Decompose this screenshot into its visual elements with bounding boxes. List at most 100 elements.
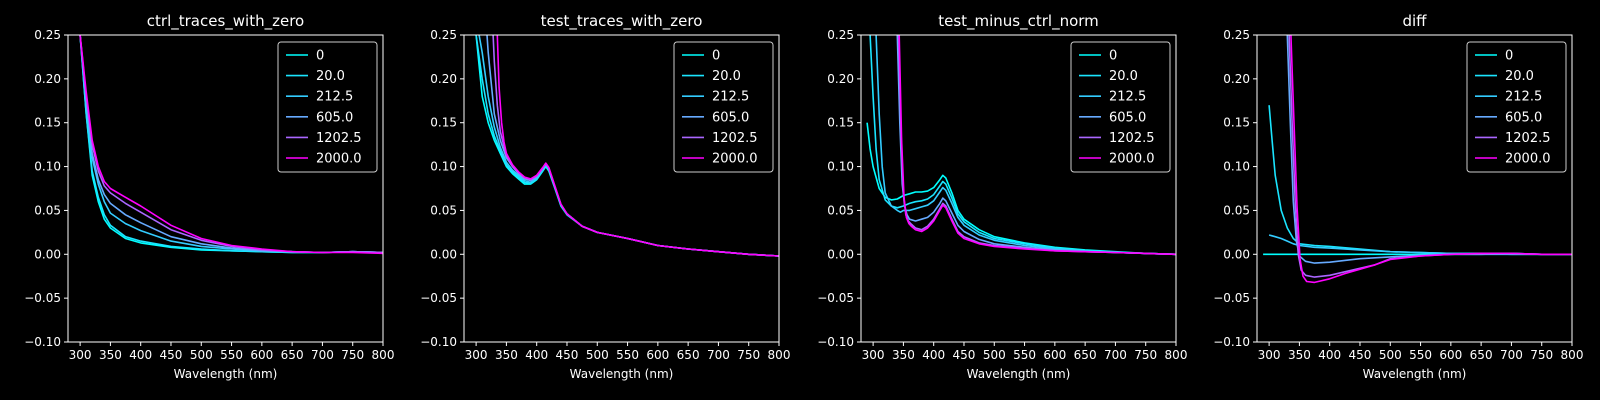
x-tick-label: 600 [646,348,669,362]
series-line-20.0 [869,35,1176,256]
y-tick-label: 0.10 [1223,160,1250,174]
y-tick-label: −0.05 [420,291,457,305]
legend-label: 20.0 [1109,69,1138,84]
x-tick-label: 350 [1288,348,1311,362]
y-tick-label: 0.05 [1223,203,1250,217]
y-tick-label: −0.10 [24,335,61,349]
y-tick-label: 0.20 [34,72,61,86]
chart-title: test_minus_ctrl_norm [938,12,1099,31]
y-tick-label: −0.10 [1213,335,1250,349]
x-tick-label: 600 [250,348,273,362]
series-line-2000.0 [1290,35,1572,284]
x-tick-label: 500 [586,348,609,362]
chart-panel-3: 300 350 400 450 500 550 600 650 700 750 800 −0.10 −0… [817,12,1187,381]
y-tick-label: 0.10 [34,160,61,174]
y-tick-label: 0.25 [34,28,61,42]
legend-label: 605.0 [316,110,353,125]
legend-label: 212.5 [1505,90,1542,105]
legend-box [277,41,378,173]
x-tick-label: 750 [737,348,760,362]
x-tick-label: 350 [892,348,915,362]
y-tick-label: 0.00 [1223,247,1250,261]
chart-title: diff [1402,12,1427,30]
chart-title: ctrl_traces_with_zero [147,12,304,31]
y-tick-label: 0.00 [827,247,854,261]
series-group [866,35,1176,256]
x-tick-label: 700 [1104,348,1127,362]
x-tick-label: 400 [525,348,548,362]
series-line-212.5 [875,35,1176,256]
legend-label: 212.5 [316,90,353,105]
x-tick-label: 450 [1349,348,1372,362]
y-tick-label: 0.20 [430,72,457,86]
legend-label: 2000.0 [1505,152,1551,167]
x-tick-label: 750 [341,348,364,362]
x-tick-label: 600 [1043,348,1066,362]
y-tick-label: 0.25 [430,28,457,42]
legend: 0 20.0 212.5 605.0 1202.5 2000.0 [1070,41,1171,173]
y-tick-label: 0.10 [827,160,854,174]
series-line-2000.0 [496,35,779,257]
legend-box [1466,41,1567,173]
x-tick-label: 650 [1470,348,1493,362]
x-tick-label: 750 [1134,348,1157,362]
legend-box [1070,41,1171,173]
y-tick-label: 0.25 [827,28,854,42]
x-tick-label: 400 [922,348,945,362]
legend-label: 1202.5 [712,131,758,146]
series-group [475,35,779,257]
y-tick-label: 0.00 [430,247,457,261]
legend: 0 20.0 212.5 605.0 1202.5 2000.0 [1466,41,1567,173]
x-tick-label: 400 [1318,348,1341,362]
legend-label: 605.0 [712,110,749,125]
x-tick-label: 700 [311,348,334,362]
x-tick-label: 300 [465,348,488,362]
y-tick-label: 0.15 [34,116,61,130]
series-group [1263,35,1572,284]
legend-label: 0 [1109,49,1117,64]
x-tick-label: 650 [281,348,304,362]
chart-panel-4: 300 350 400 450 500 550 600 650 700 750 800 −0.10 −0… [1213,12,1583,381]
legend-label: 1202.5 [1505,131,1551,146]
legend-label: 1202.5 [316,131,362,146]
x-tick-label: 500 [1379,348,1402,362]
y-tick-label: 0.15 [827,116,854,130]
legend-label: 2000.0 [316,152,362,167]
x-tick-label: 650 [677,348,700,362]
x-tick-label: 350 [495,348,518,362]
x-tick-label: 800 [768,348,791,362]
y-tick-label: −0.05 [817,291,854,305]
legend: 0 20.0 212.5 605.0 1202.5 2000.0 [277,41,378,173]
legend-box [673,41,774,173]
series-line-2000.0 [79,35,383,255]
x-tick-label: 300 [862,348,885,362]
x-tick-label: 400 [129,348,152,362]
axes-frame [860,34,1177,343]
legend-label: 20.0 [316,69,345,84]
y-tick-label: 0.15 [430,116,457,130]
x-tick-label: 550 [616,348,639,362]
x-tick-label: 300 [69,348,92,362]
x-tick-label: 300 [1258,348,1281,362]
chart-panel-2: 300 350 400 450 500 550 600 650 700 750 800 −0.10 −0… [420,12,790,381]
x-tick-label: 450 [160,348,183,362]
legend-label: 20.0 [712,69,741,84]
legend-label: 1202.5 [1109,131,1155,146]
legend-label: 20.0 [1505,69,1534,84]
x-tick-label: 450 [953,348,976,362]
legend-label: 0 [712,49,720,64]
x-tick-label: 800 [1561,348,1584,362]
x-tick-label: 750 [1530,348,1553,362]
y-tick-label: −0.10 [817,335,854,349]
legend-label: 0 [316,49,324,64]
chart-title: test_traces_with_zero [541,12,703,31]
legend-label: 2000.0 [712,152,758,167]
y-tick-label: 0.20 [827,72,854,86]
x-axis-label: Wavelength (nm) [570,367,674,381]
x-tick-label: 550 [1013,348,1036,362]
y-tick-label: 0.10 [430,160,457,174]
legend: 0 20.0 212.5 605.0 1202.5 2000.0 [673,41,774,173]
y-tick-label: 0.05 [34,203,61,217]
series-line-2000.0 [898,35,1176,256]
